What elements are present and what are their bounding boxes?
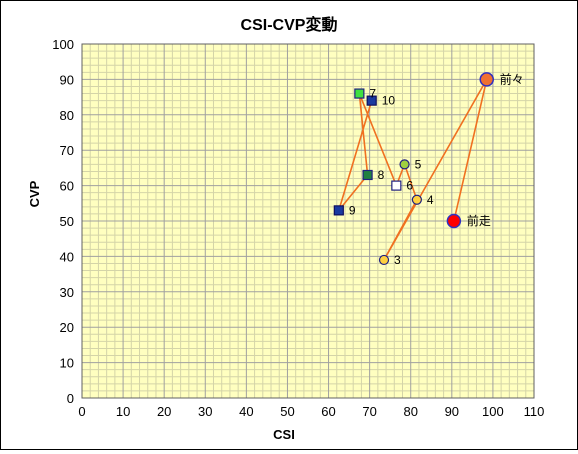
data-point-label: 6 <box>406 179 413 193</box>
data-point <box>411 194 422 205</box>
data-point-label: 9 <box>349 203 356 217</box>
y-tick-label: 50 <box>60 214 74 229</box>
y-tick-label: 20 <box>60 320 74 335</box>
data-point <box>446 213 462 229</box>
y-tick-label: 60 <box>60 179 74 194</box>
data-point-label: 前走 <box>467 213 491 228</box>
data-point-label: 3 <box>394 253 401 267</box>
plot-border <box>81 43 535 399</box>
y-axis-title: CVP <box>27 180 42 207</box>
x-tick-label: 70 <box>362 404 376 419</box>
plot-area: 0 10 20 30 40 50 60 70 80 90 100 110 0 10 20 30 40 50 60 70… <box>52 37 544 419</box>
x-tick-label: 50 <box>280 404 294 419</box>
chart-title: CSI-CVP変動 <box>241 15 338 34</box>
x-tick-label: 40 <box>239 404 253 419</box>
x-axis-title: CSI <box>273 427 295 442</box>
data-point <box>479 72 494 87</box>
x-tick-label: 60 <box>321 404 335 419</box>
x-tick-label: 80 <box>403 404 417 419</box>
x-tick-label: 20 <box>157 404 171 419</box>
x-tick-label: 90 <box>445 404 459 419</box>
y-tick-label: 40 <box>60 249 74 264</box>
y-tick-label: 70 <box>60 143 74 158</box>
data-point-label: 8 <box>378 168 385 182</box>
data-point-label: 5 <box>415 157 422 171</box>
x-tick-label: 10 <box>116 404 130 419</box>
data-point <box>399 159 410 170</box>
data-point-label: 10 <box>382 94 396 108</box>
data-point <box>391 180 402 191</box>
data-point-label: 4 <box>427 193 434 207</box>
x-tick-label: 0 <box>78 404 85 419</box>
x-tick-label: 100 <box>482 404 504 419</box>
y-tick-label: 80 <box>60 108 74 123</box>
data-point <box>366 95 377 106</box>
data-point <box>378 254 390 266</box>
data-point <box>362 169 373 181</box>
data-point-label: 7 <box>369 87 376 101</box>
y-tick-label: 30 <box>60 285 74 300</box>
data-point <box>333 205 344 216</box>
series-line <box>338 79 488 261</box>
y-tick-label: 100 <box>52 37 74 52</box>
x-tick-label: 110 <box>524 404 545 419</box>
y-tick-label: 10 <box>60 356 74 371</box>
data-point-label: 前々 <box>500 71 524 86</box>
data-point <box>354 88 365 99</box>
y-tick-label: 0 <box>67 391 74 406</box>
x-tick-label: 30 <box>198 404 212 419</box>
y-tick-label: 90 <box>60 72 74 87</box>
